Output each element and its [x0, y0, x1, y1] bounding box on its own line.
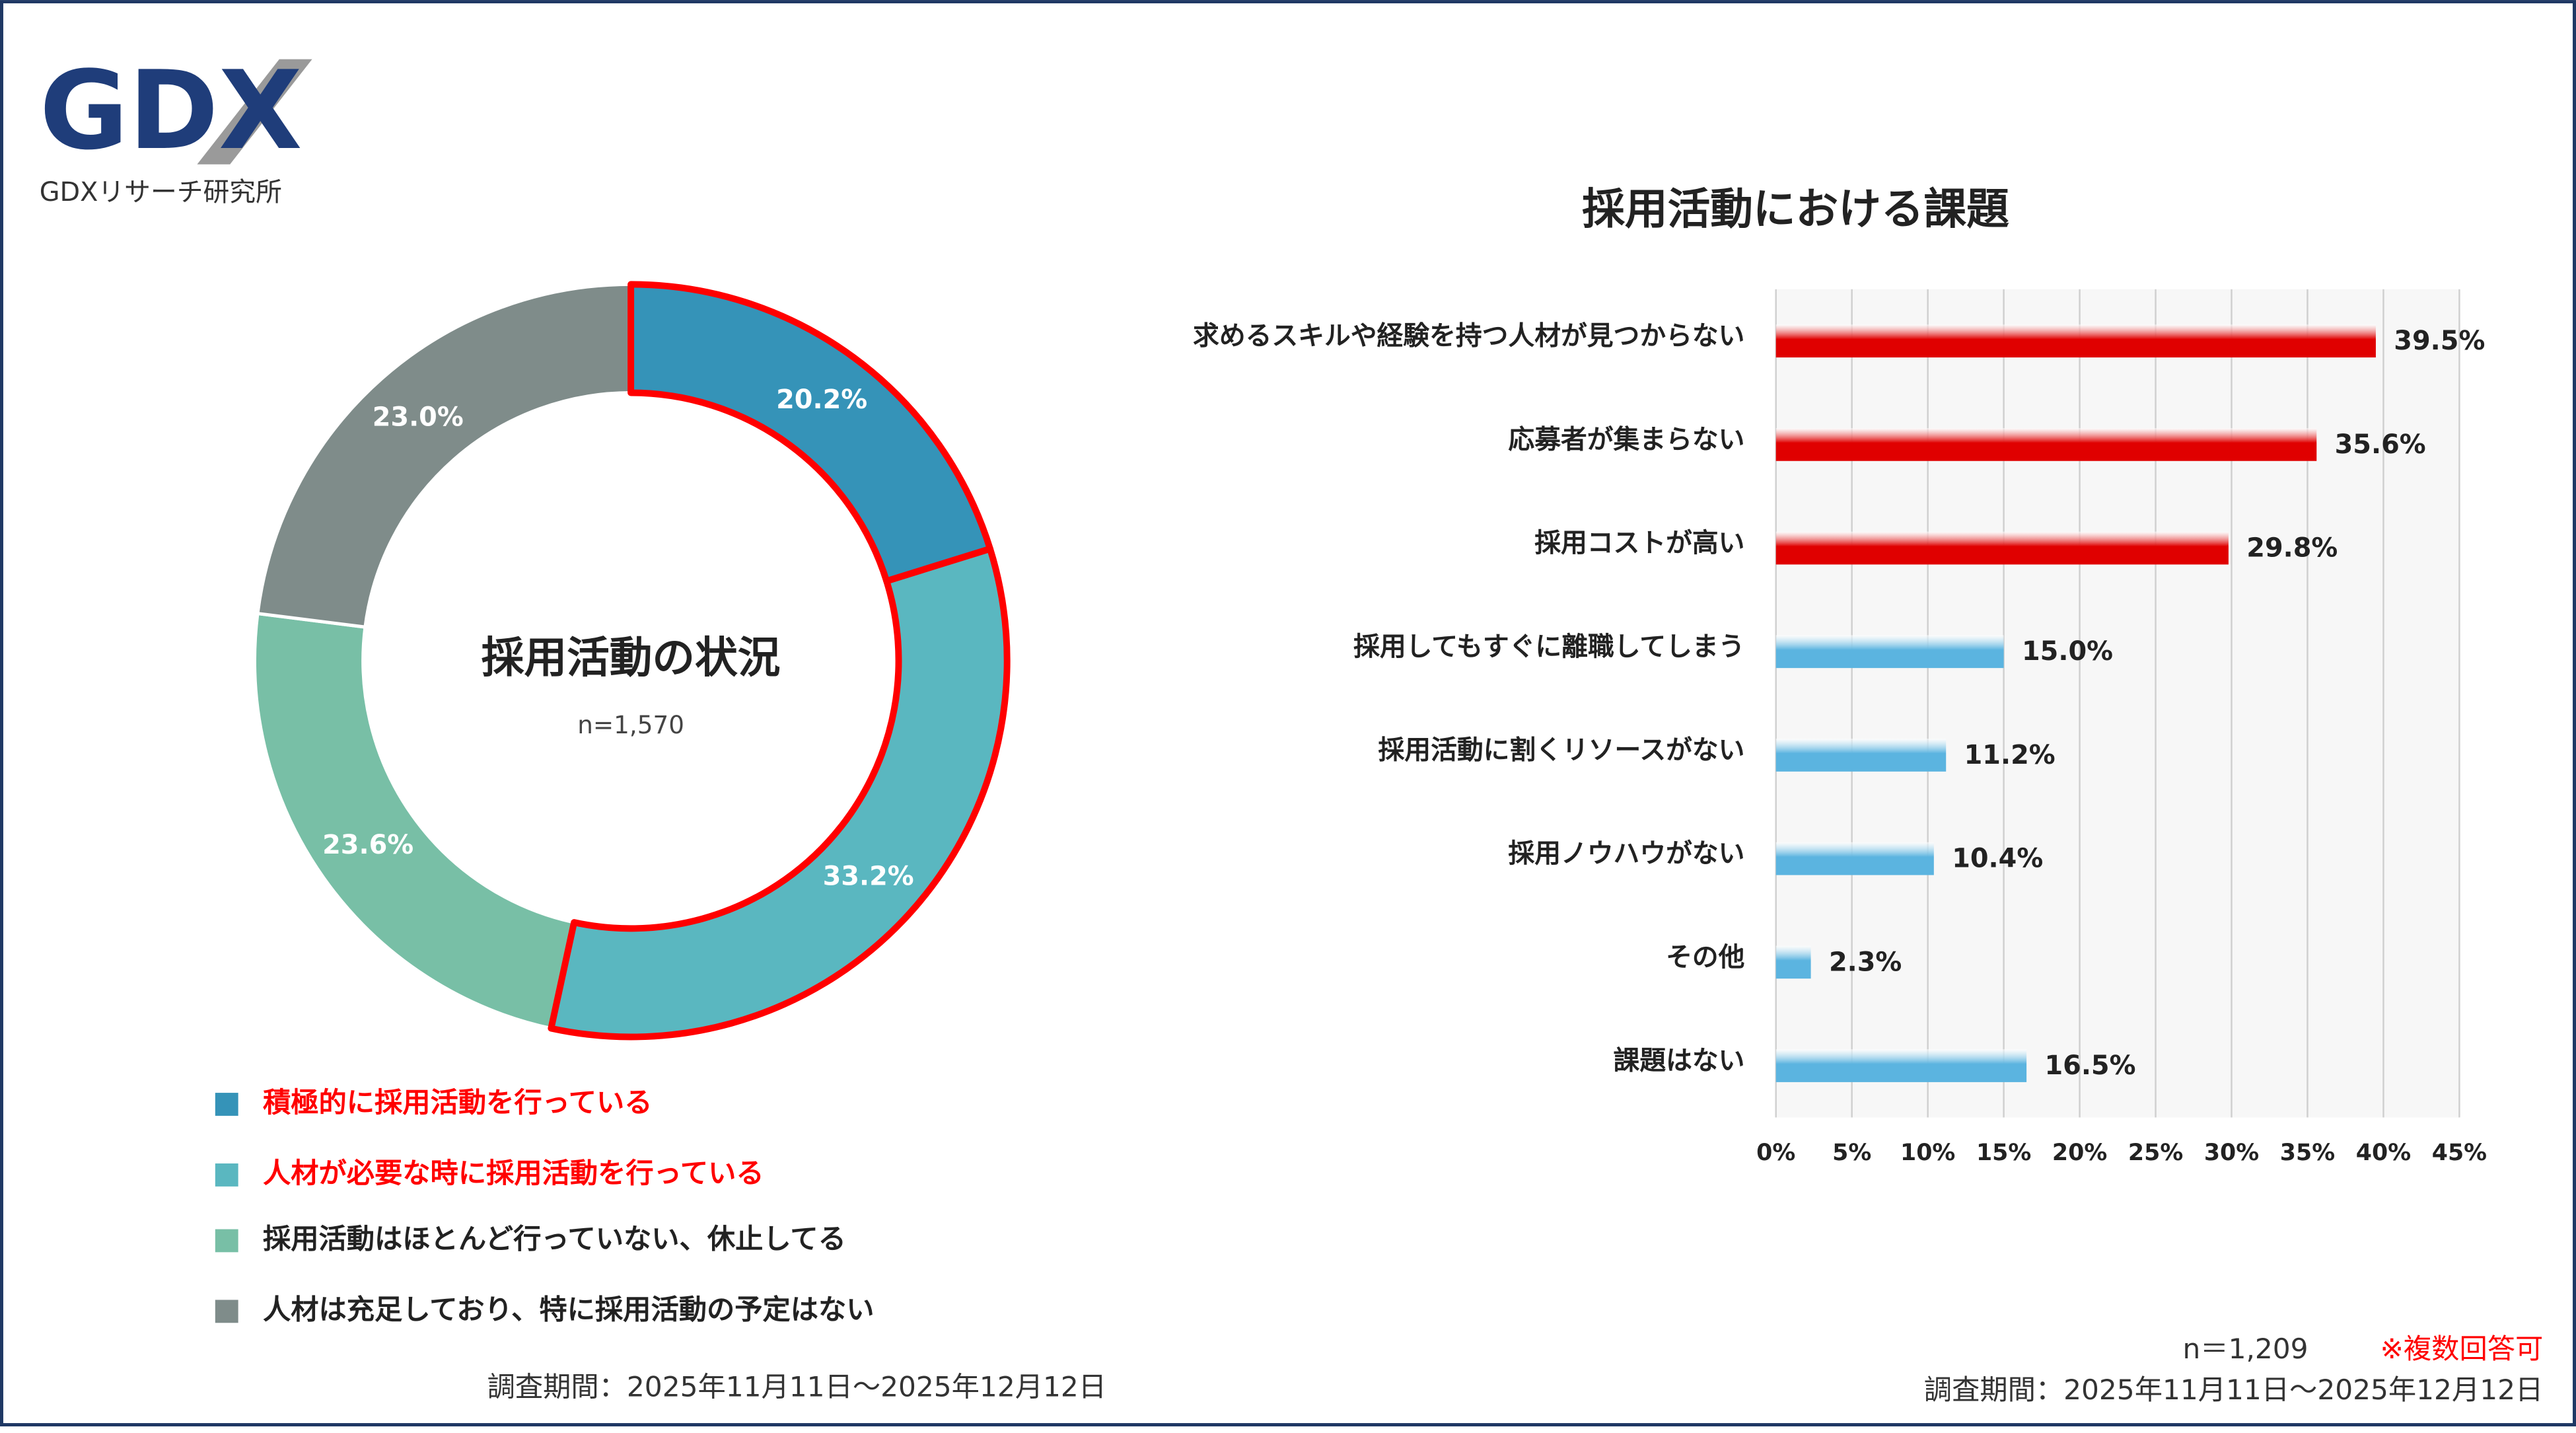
logo-name: GDXリサーチ研究所	[40, 177, 282, 207]
y-tick-label: 採用活動に割くリソースがない	[1378, 735, 1745, 765]
legend-label: 人材は充足しており、特に採用活動の予定はない	[263, 1293, 875, 1325]
y-tick-label: 採用ノウハウがない	[1508, 838, 1744, 869]
donut-subtitle: n=1,570	[577, 710, 684, 739]
legend-swatch	[215, 1300, 238, 1323]
slice-label: 23.0%	[373, 402, 464, 433]
x-tick-label: 10%	[1900, 1140, 1955, 1166]
x-tick-label: 45%	[2432, 1140, 2487, 1166]
legend-swatch	[215, 1163, 238, 1187]
donut-slice	[256, 282, 633, 629]
x-tick-label: 20%	[2052, 1140, 2107, 1166]
value-label: 11.2%	[1964, 740, 2056, 770]
slice-highlight	[548, 545, 1011, 1041]
legend-label: 人材が必要な時に採用活動を行っている	[263, 1157, 764, 1189]
bar	[1775, 427, 2317, 461]
slice-label: 20.2%	[776, 385, 867, 415]
x-tick-label: 25%	[2128, 1140, 2183, 1166]
slice-label: 33.2%	[823, 862, 914, 892]
value-label: 15.0%	[2022, 636, 2113, 667]
bar	[1775, 842, 1934, 875]
donut-title: 採用活動の状況	[482, 633, 781, 682]
sample-size: n＝1,209	[2183, 1333, 2308, 1365]
y-tick-label: 採用してもすぐに離職してしまう	[1353, 632, 1744, 662]
legend-label: 採用活動はほとんど行っていない、休止してる	[263, 1222, 846, 1255]
legend-swatch	[215, 1093, 238, 1116]
value-label: 2.3%	[1829, 947, 1902, 977]
x-tick-label: 35%	[2280, 1140, 2335, 1166]
value-label: 29.8%	[2246, 533, 2338, 564]
y-tick-label: 採用コストが高い	[1534, 528, 1744, 558]
y-tick-label: 課題はない	[1614, 1046, 1745, 1076]
bar	[1775, 945, 1811, 979]
bar	[1775, 739, 1947, 772]
bar	[1775, 531, 2229, 565]
legend-label: 積極的に採用活動を行っている	[263, 1086, 653, 1119]
donut-slice	[253, 611, 577, 1031]
slice-highlight	[627, 281, 993, 585]
value-label: 10.4%	[1952, 844, 2043, 874]
logo-slash	[197, 59, 312, 165]
value-label: 35.6%	[2335, 429, 2426, 460]
y-tick-label: 応募者が集まらない	[1508, 424, 1744, 455]
value-label: 39.5%	[2394, 326, 2485, 356]
x-tick-label: 30%	[2204, 1140, 2259, 1166]
value-label: 16.5%	[2044, 1050, 2135, 1081]
footnote: 調査期間：2025年11月11日～2025年12月12日	[487, 1370, 1106, 1403]
footnote: 調査期間：2025年11月11日～2025年12月12日	[1924, 1374, 2543, 1406]
x-tick-label: 0%	[1756, 1140, 1795, 1166]
x-tick-label: 15%	[1976, 1140, 2031, 1166]
y-tick-label: その他	[1666, 942, 1744, 973]
chart-title: 採用活動における課題	[1582, 184, 2009, 234]
plot-area	[1775, 289, 2460, 1118]
legend-swatch	[215, 1229, 238, 1253]
bar	[1775, 1049, 2027, 1082]
bar	[1775, 324, 2376, 358]
logo-mark: GDX	[40, 48, 303, 174]
bar	[1775, 635, 2004, 669]
x-tick-label: 5%	[1832, 1140, 1871, 1166]
x-tick-label: 40%	[2356, 1140, 2411, 1166]
note: ※複数回答可	[2380, 1333, 2544, 1365]
y-tick-label: 求めるスキルや経験を持つ人材が見つからない	[1193, 321, 1744, 351]
slice-label: 23.6%	[322, 830, 413, 860]
